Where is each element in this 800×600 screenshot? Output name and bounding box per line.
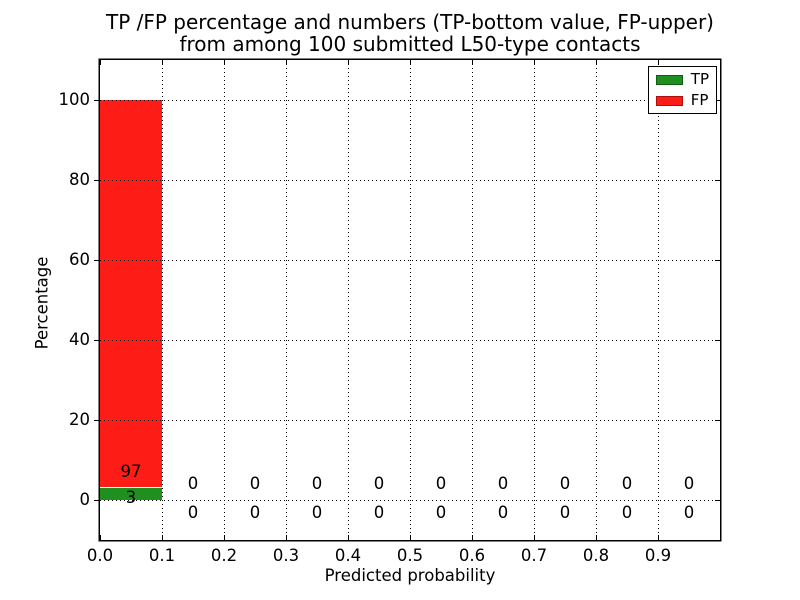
- bar-segment-fp: [100, 100, 162, 487]
- gridline-vertical: [533, 60, 535, 540]
- gridline-vertical: [409, 60, 411, 540]
- tp-count-label: 0: [435, 502, 447, 522]
- gridline-vertical: [595, 60, 597, 540]
- x-tick-mark-bottom: [285, 535, 287, 540]
- x-tick-mark-bottom: [161, 535, 163, 540]
- x-tick-mark-top: [409, 60, 411, 65]
- tp-count-label: 3: [125, 488, 137, 508]
- fp-count-label: 0: [683, 473, 695, 493]
- y-tick-mark-left: [94, 339, 99, 341]
- fp-count-label: 0: [311, 473, 323, 493]
- x-tick-mark-bottom: [99, 535, 101, 540]
- y-tick-mark-left: [94, 499, 99, 501]
- y-tick-label: 100: [58, 89, 91, 109]
- x-tick-label: 0.7: [520, 546, 548, 565]
- fp-count-label: 0: [373, 473, 385, 493]
- fp-count-label: 0: [621, 473, 633, 493]
- x-tick-mark-top: [285, 60, 287, 65]
- y-tick-label: 80: [69, 169, 90, 189]
- x-tick-mark-bottom: [533, 535, 535, 540]
- x-tick-mark-bottom: [657, 535, 659, 540]
- y-tick-mark-left: [94, 179, 99, 181]
- fp-count-label: 97: [120, 461, 142, 481]
- y-tick-label: 20: [69, 409, 90, 429]
- legend-swatch-tp-icon: [655, 74, 683, 85]
- tp-count-label: 0: [497, 502, 509, 522]
- x-tick-label: 0.5: [396, 546, 424, 565]
- y-tick-mark-left: [94, 419, 99, 421]
- tp-count-label: 0: [683, 502, 695, 522]
- x-tick-label: 0.2: [210, 546, 238, 565]
- x-tick-mark-bottom: [223, 535, 225, 540]
- x-tick-label: 0.8: [582, 546, 610, 565]
- x-tick-mark-bottom: [471, 535, 473, 540]
- fp-count-label: 0: [497, 473, 509, 493]
- y-tick-mark-right: [715, 339, 720, 341]
- x-tick-mark-top: [533, 60, 535, 65]
- gridline-vertical: [223, 60, 225, 540]
- y-tick-mark-right: [715, 259, 720, 261]
- x-tick-label: 0.3: [272, 546, 300, 565]
- tp-count-label: 0: [373, 502, 385, 522]
- x-tick-mark-top: [657, 60, 659, 65]
- x-tick-mark-top: [99, 60, 101, 65]
- tp-count-label: 0: [311, 502, 323, 522]
- fp-count-label: 0: [435, 473, 447, 493]
- x-tick-mark-bottom: [347, 535, 349, 540]
- legend-label-tp: TP: [690, 70, 709, 88]
- tp-count-label: 0: [249, 502, 261, 522]
- gridline-vertical: [471, 60, 473, 540]
- gridline-vertical: [161, 60, 163, 540]
- gridline-vertical: [347, 60, 349, 540]
- tp-count-label: 0: [187, 502, 199, 522]
- y-tick-label: 40: [69, 329, 90, 349]
- chart-title: TP /FP percentage and numbers (TP-bottom…: [100, 11, 720, 55]
- y-tick-label: 60: [69, 249, 90, 269]
- y-tick-mark-right: [715, 99, 720, 101]
- x-tick-label: 0.4: [334, 546, 362, 565]
- y-tick-mark-right: [715, 179, 720, 181]
- y-tick-mark-right: [715, 499, 720, 501]
- fp-count-label: 0: [187, 473, 199, 493]
- x-tick-mark-top: [161, 60, 163, 65]
- gridline-vertical: [657, 60, 659, 540]
- bar-segment-tp: [100, 488, 162, 500]
- plot-area: TP FP 97 3 0 0 0 0 0 0 0 0 0 0 0 0 0 0 0 0 0 0 0.0 0.1 0.2 0.3 0…: [59, 60, 720, 564]
- y-tick-mark-right: [715, 419, 720, 421]
- legend-label-fp: FP: [690, 91, 709, 109]
- x-tick-label: 0.1: [148, 546, 176, 565]
- fp-count-label: 0: [559, 473, 571, 493]
- y-tick-label: 0: [79, 489, 91, 509]
- x-axis-label: Predicted probability: [324, 566, 496, 585]
- legend-item-tp: TP: [655, 70, 709, 88]
- legend-item-fp: FP: [655, 91, 709, 109]
- x-tick-mark-top: [471, 60, 473, 65]
- x-tick-mark-top: [595, 60, 597, 65]
- x-tick-mark-top: [347, 60, 349, 65]
- x-tick-label: 0.9: [644, 546, 672, 565]
- x-tick-mark-bottom: [595, 535, 597, 540]
- x-tick-mark-bottom: [409, 535, 411, 540]
- y-tick-mark-left: [94, 259, 99, 261]
- legend-swatch-fp-icon: [655, 95, 683, 106]
- legend: TP FP: [647, 66, 717, 114]
- chart-title-line1: TP /FP percentage and numbers (TP-bottom…: [106, 10, 714, 34]
- chart-title-line2: from among 100 submitted L50-type contac…: [179, 32, 641, 56]
- x-tick-label: 0.6: [458, 546, 486, 565]
- y-tick-mark-left: [94, 99, 99, 101]
- x-tick-mark-top: [223, 60, 225, 65]
- x-tick-label: 0.0: [86, 546, 114, 565]
- fp-count-label: 0: [249, 473, 261, 493]
- tp-count-label: 0: [621, 502, 633, 522]
- gridline-vertical: [285, 60, 287, 540]
- tp-count-label: 0: [559, 502, 571, 522]
